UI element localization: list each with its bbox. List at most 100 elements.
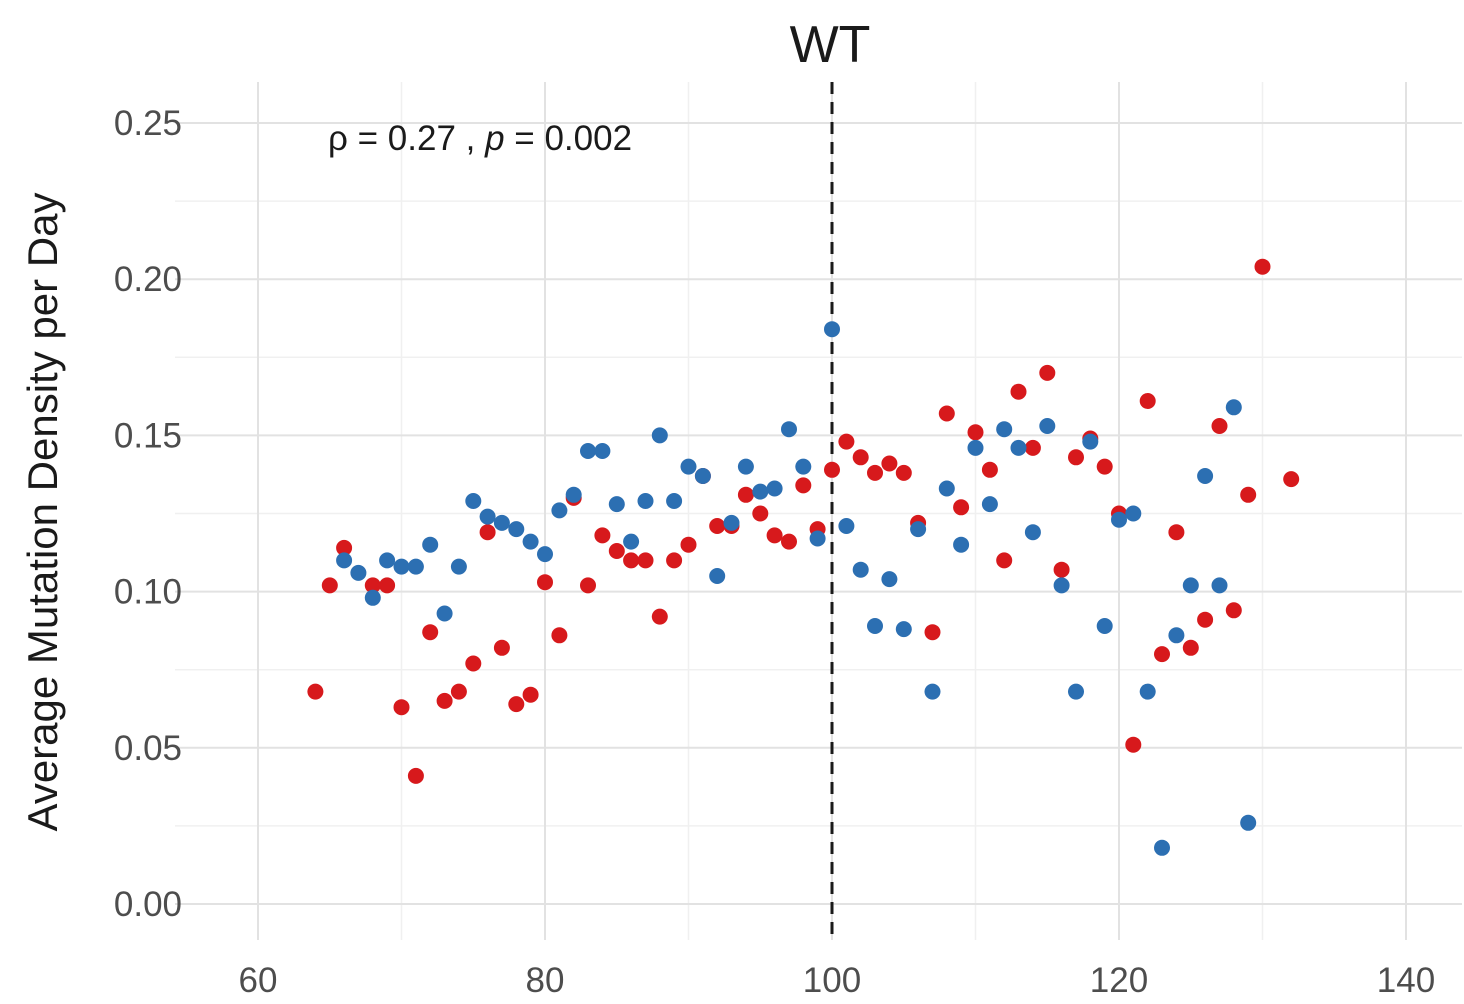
data-point-series-1 <box>307 683 324 700</box>
x-tick-label: 60 <box>239 961 278 1000</box>
chart-title: WT <box>790 16 871 74</box>
data-point-series-2 <box>694 468 711 484</box>
data-point-series-1 <box>1154 646 1170 663</box>
y-tick-label: 0.15 <box>114 416 182 455</box>
data-point-series-2 <box>981 496 998 513</box>
data-point-series-1 <box>981 461 998 478</box>
data-point-series-2 <box>450 558 467 575</box>
data-point-series-1 <box>1068 449 1084 466</box>
data-point-series-2 <box>1168 627 1185 644</box>
data-point-series-1 <box>1168 524 1185 541</box>
data-point-series-1 <box>508 696 525 713</box>
data-point-series-1 <box>336 539 353 556</box>
data-point-series-1 <box>924 624 941 641</box>
data-point-series-1 <box>623 552 640 569</box>
data-point-series-2 <box>637 493 654 509</box>
data-point-series-1 <box>1182 639 1199 656</box>
data-point-series-2 <box>651 427 668 444</box>
data-point-series-1 <box>465 655 482 672</box>
data-point-series-1 <box>379 577 396 594</box>
data-point-series-1 <box>1254 258 1271 275</box>
data-point-series-1 <box>407 767 424 784</box>
p-value-text: = 0.002 <box>505 119 632 158</box>
data-point-series-2 <box>895 621 912 638</box>
y-axis-label: Average Mutation Density per Day <box>19 193 66 832</box>
data-point-series-1 <box>766 527 783 544</box>
data-point-series-1 <box>709 518 726 534</box>
data-point-series-2 <box>407 558 424 575</box>
data-point-series-2 <box>350 564 367 581</box>
data-point-series-1 <box>781 533 797 550</box>
data-point-series-2 <box>623 533 640 550</box>
data-point-series-1 <box>580 577 596 594</box>
data-point-series-2 <box>737 458 754 475</box>
data-point-series-2 <box>666 493 683 509</box>
data-point-series-2 <box>1211 577 1228 594</box>
data-point-series-2 <box>881 571 898 588</box>
data-point-series-1 <box>1240 486 1257 503</box>
data-point-series-2 <box>1125 505 1142 522</box>
data-point-series-2 <box>537 546 553 563</box>
data-point-series-1 <box>608 543 625 559</box>
data-point-series-2 <box>1082 433 1099 450</box>
data-point-series-1 <box>637 552 654 569</box>
data-point-series-1 <box>522 686 539 703</box>
data-point-series-1 <box>1039 364 1056 381</box>
data-point-series-2 <box>910 521 927 538</box>
data-point-series-2 <box>551 502 568 519</box>
data-point-series-2 <box>1024 524 1041 541</box>
data-point-series-1 <box>881 455 898 472</box>
data-point-series-1 <box>551 627 568 644</box>
data-point-series-1 <box>752 505 769 522</box>
data-point-series-1 <box>953 499 970 516</box>
data-point-series-2 <box>565 486 582 503</box>
data-point-series-2 <box>795 458 812 475</box>
data-point-series-1 <box>1024 439 1041 456</box>
data-point-series-2 <box>809 530 826 547</box>
data-point-series-2 <box>364 589 381 606</box>
data-points <box>307 258 1300 856</box>
data-point-series-2 <box>838 518 855 534</box>
data-point-series-2 <box>479 508 496 525</box>
data-point-series-1 <box>737 486 754 503</box>
data-point-series-1 <box>1197 611 1214 628</box>
data-point-series-1 <box>666 552 683 569</box>
data-point-series-1 <box>852 449 869 466</box>
data-point-series-1 <box>436 692 453 709</box>
x-tick-label: 140 <box>1377 961 1435 1000</box>
data-point-series-2 <box>336 552 353 569</box>
data-point-series-1 <box>594 527 611 544</box>
data-point-series-2 <box>824 321 840 338</box>
data-point-series-1 <box>895 464 912 481</box>
data-point-series-2 <box>1053 577 1070 594</box>
data-point-series-2 <box>680 458 697 475</box>
data-point-series-2 <box>867 618 883 634</box>
data-point-series-2 <box>938 480 955 497</box>
data-point-series-1 <box>321 577 338 594</box>
data-point-series-1 <box>1283 471 1300 488</box>
data-point-series-2 <box>852 561 869 578</box>
data-point-series-2 <box>1197 468 1214 484</box>
data-point-series-2 <box>1039 418 1056 434</box>
x-axis-tick-labels: 60 80 100 120 140 <box>239 961 1436 1000</box>
x-tick-label: 100 <box>803 961 861 1000</box>
data-point-series-2 <box>594 443 611 459</box>
data-point-series-1 <box>795 477 812 494</box>
data-point-series-2 <box>465 493 482 509</box>
grid <box>175 82 1462 940</box>
data-point-series-1 <box>938 405 955 422</box>
data-point-series-1 <box>537 574 553 591</box>
data-point-series-2 <box>1111 511 1127 528</box>
data-point-series-2 <box>508 521 525 538</box>
data-point-series-2 <box>422 536 439 553</box>
data-point-series-1 <box>1125 736 1142 753</box>
data-point-series-1 <box>838 433 855 450</box>
data-point-series-1 <box>996 552 1013 569</box>
data-point-series-2 <box>781 421 797 438</box>
data-point-series-2 <box>393 558 410 575</box>
data-point-series-1 <box>1139 393 1156 409</box>
data-point-series-1 <box>1096 458 1113 475</box>
data-point-series-1 <box>651 608 668 625</box>
data-point-series-1 <box>422 624 439 641</box>
